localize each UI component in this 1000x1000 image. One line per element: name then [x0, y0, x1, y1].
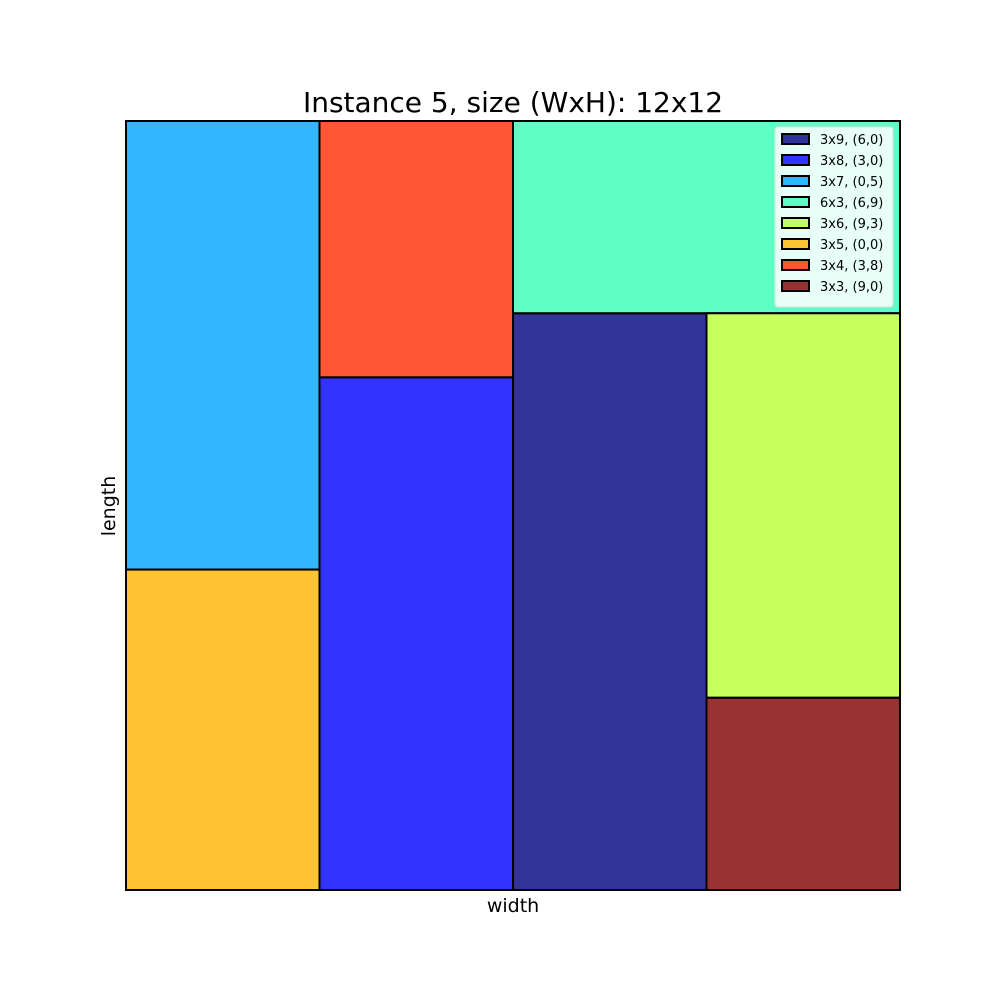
legend: 3x9, (6,0) 3x8, (3,0) 3x7, (0,5) 6x3, (6,9)…: [774, 126, 894, 308]
legend-swatch-2: [781, 154, 810, 166]
rectangles-layer: [125, 120, 901, 892]
y-axis-label: length: [98, 476, 120, 537]
packed-rect-1: [512, 312, 708, 891]
legend-label-8: 3x3, (9,0): [820, 280, 883, 295]
x-axis-label: width: [487, 895, 539, 917]
legend-swatch-3: [781, 175, 810, 187]
legend-label-3: 3x7, (0,5): [820, 175, 883, 190]
legend-label-1: 3x9, (6,0): [820, 133, 883, 148]
legend-label-4: 6x3, (6,9): [820, 196, 883, 211]
packed-rect-3: [125, 120, 321, 571]
legend-label-6: 3x5, (0,0): [820, 238, 883, 253]
legend-label-2: 3x8, (3,0): [820, 154, 883, 169]
legend-swatch-4: [781, 196, 810, 208]
packed-rect-5: [705, 312, 901, 699]
legend-swatch-1: [781, 133, 810, 145]
legend-swatch-6: [781, 238, 810, 250]
legend-swatch-5: [781, 217, 810, 229]
legend-label-5: 3x6, (9,3): [820, 217, 883, 232]
plot-frame: [125, 120, 901, 891]
packed-rect-2: [318, 376, 514, 892]
legend-label-7: 3x4, (3,8): [820, 259, 883, 274]
legend-swatch-7: [781, 259, 810, 271]
chart-title: Instance 5, size (WxH): 12x12: [303, 86, 723, 119]
legend-swatch-8: [781, 280, 810, 292]
packed-rect-6: [125, 568, 321, 891]
packed-rect-7: [318, 120, 514, 379]
packed-rect-8: [705, 696, 901, 891]
